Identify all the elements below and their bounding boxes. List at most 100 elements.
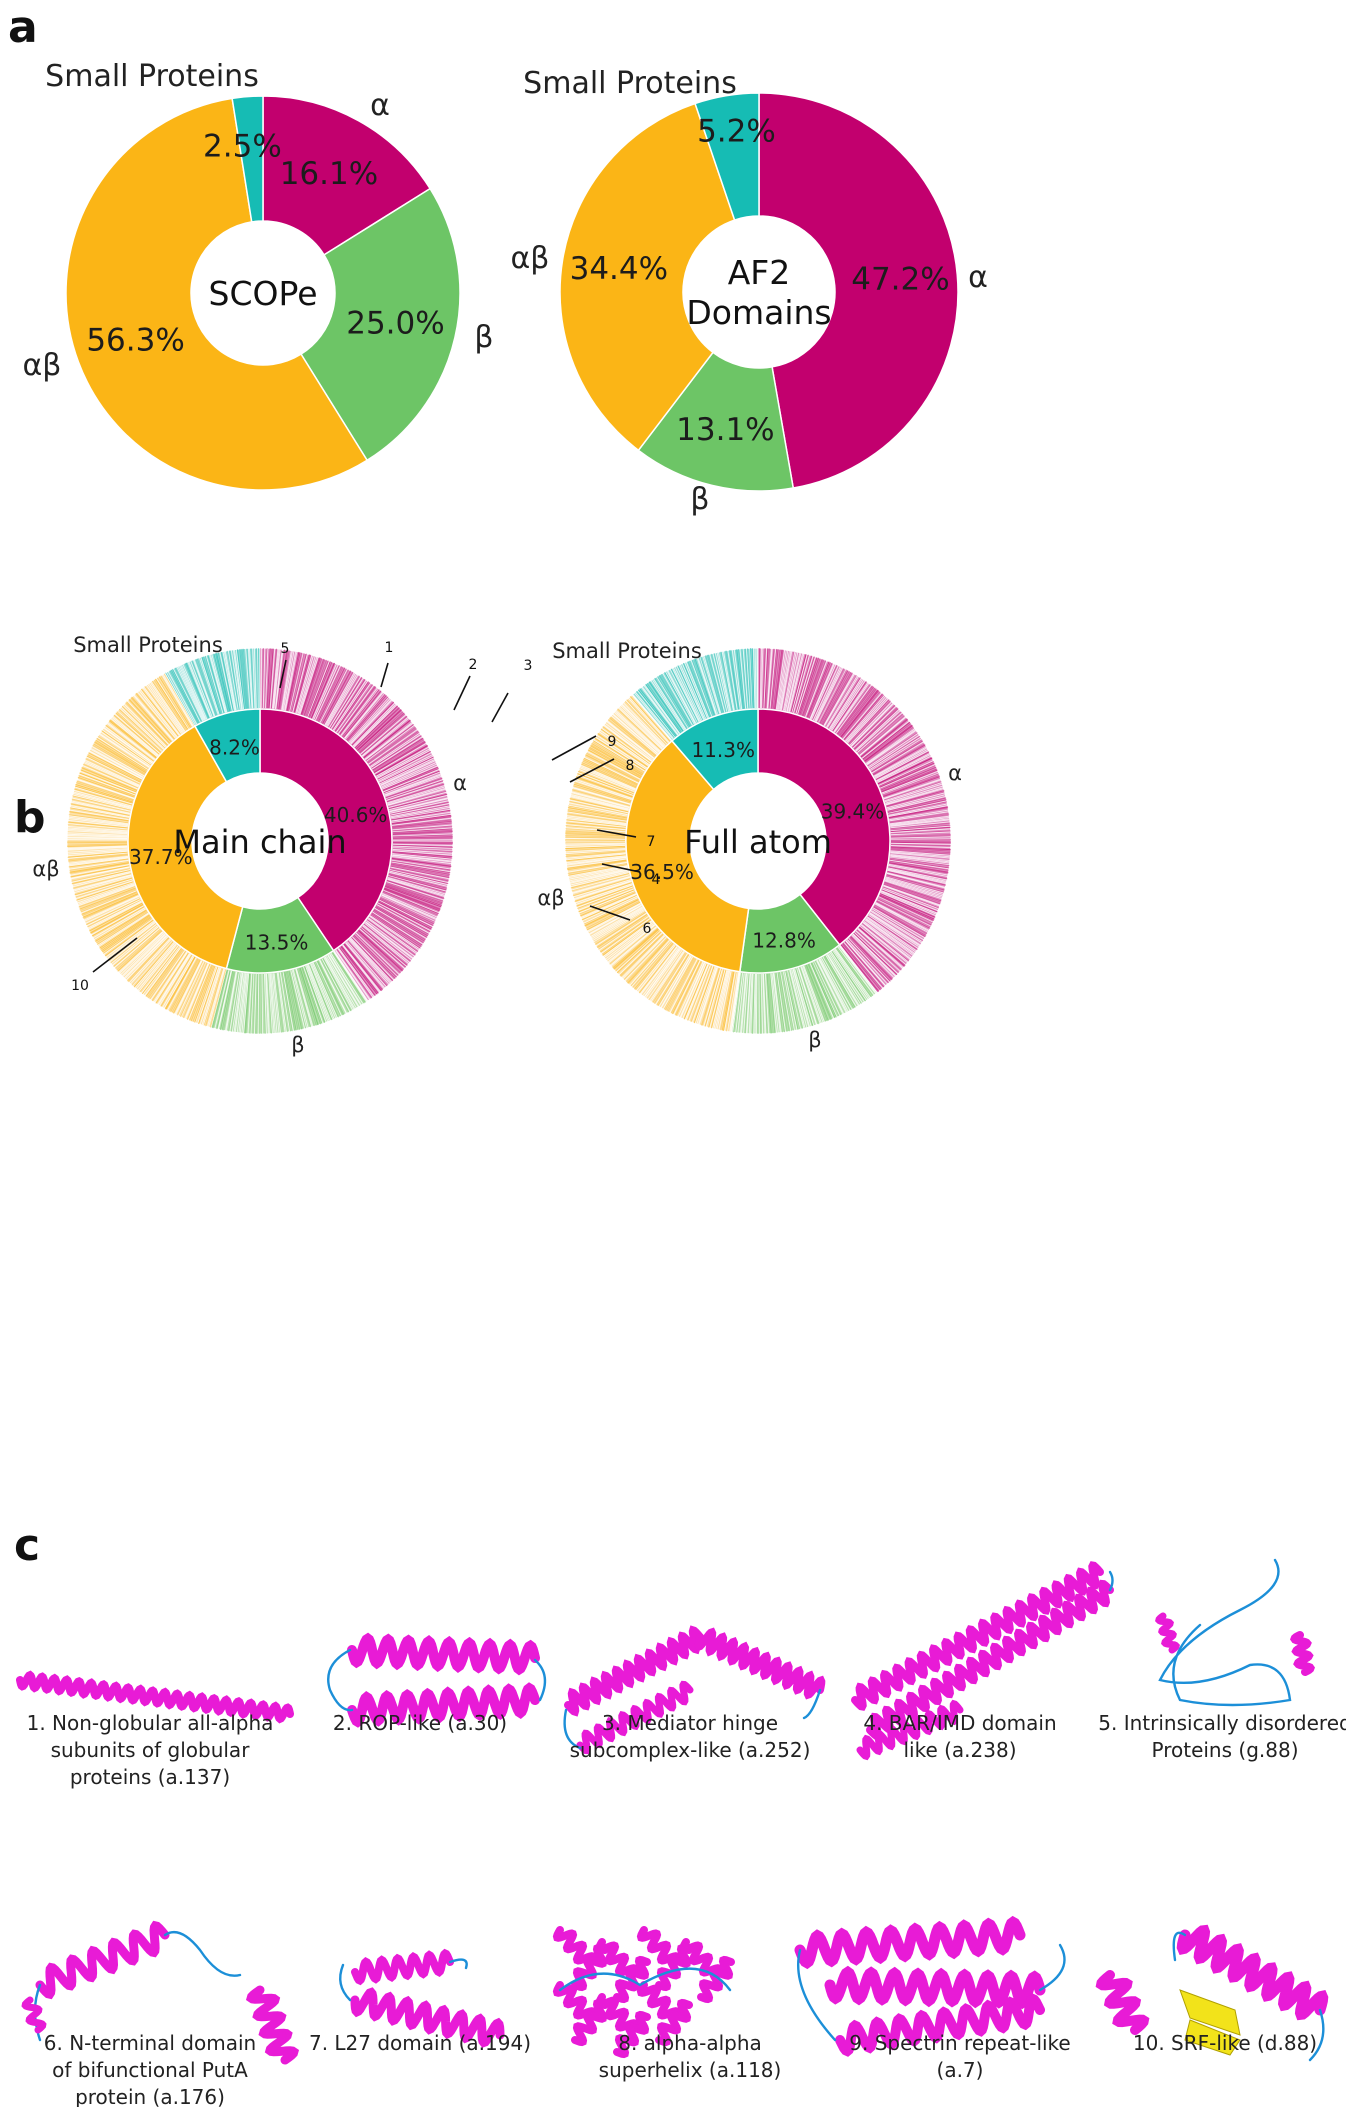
- structure-10-image: [1095, 1924, 1329, 2062]
- scope-slice-beta: [300, 187, 461, 462]
- mainchain-ring-ab: [66, 672, 227, 1029]
- callout-line-7: [596, 829, 637, 838]
- structure-2-caption-0: 2. ROP-like (a.30): [333, 1711, 507, 1735]
- fullatom-pct-ab: 36.5%: [630, 860, 694, 884]
- structure-10: 10. SRF-like (d.88): [1095, 1924, 1329, 2062]
- mainchain-ring-beta: [210, 949, 369, 1035]
- mainchain-ring-alpha: [259, 647, 454, 1002]
- fullatom-pct-alpha: 39.4%: [821, 799, 885, 823]
- callout-line-2: [453, 675, 471, 711]
- structure-4-caption-0: 4. BAR/IMD domain: [863, 1711, 1056, 1735]
- structure-1: 1. Non-globular all-alpha subunits of glo…: [16, 1670, 294, 1789]
- callout-line-1: [380, 662, 389, 688]
- callout-label-5: 5: [281, 641, 290, 657]
- panel-letter-a: a: [8, 2, 38, 53]
- callout-label-6: 6: [643, 921, 652, 937]
- structure-1-image: [16, 1670, 294, 1724]
- callout-line-10: [92, 937, 138, 973]
- mainchain-pct-alpha: 40.6%: [324, 803, 388, 827]
- mainchain-callouts: 1 2 3 98 7 4 6 5 10: [71, 640, 660, 994]
- structure-6: 6. N-terminal domain of bifunctional PutA…: [21, 1920, 300, 2107]
- callout-line-9: [551, 735, 597, 761]
- af2-slice-beta: [637, 351, 795, 492]
- structure-8-caption-0: 8. alpha-alpha: [618, 2031, 762, 2055]
- structure-7-caption-0: 7. L27 domain (a.194): [309, 2031, 531, 2055]
- structure-9: 9. Spectrin repeat-like (a.7): [794, 1915, 1071, 2082]
- fullatom-ring-ab: [564, 693, 741, 1033]
- callout-label-2: 2: [469, 657, 478, 673]
- structure-6-image: [21, 1920, 300, 2065]
- fullatom-ring-alpha: [757, 647, 952, 994]
- fullatom-center-label-0: Full atom: [684, 823, 832, 861]
- scope-slice-ab: [65, 97, 369, 491]
- fullatom-label-ab: αβ: [537, 886, 564, 910]
- callout-label-8: 8: [626, 758, 635, 774]
- fullatom-ring-beta: [730, 944, 878, 1035]
- callout-label-9: 9: [608, 734, 617, 750]
- fullatom-label-beta: β: [808, 1028, 821, 1052]
- structure-5-caption-0: 5. Intrinsically disordered: [1098, 1711, 1346, 1735]
- callout-line-4: [601, 863, 641, 873]
- mainchain-label-alpha: α: [453, 771, 467, 795]
- scope-pct-small: 2.5%: [203, 128, 282, 164]
- af2-slice-ab: [559, 102, 736, 452]
- callout-label-7: 7: [647, 834, 656, 850]
- mainchain-slice-small: [193, 708, 261, 783]
- panel-letter-c: c: [14, 1520, 40, 1571]
- fullatom-label-small: Small Proteins: [552, 639, 702, 663]
- structure-8-image: [552, 1926, 735, 2059]
- af2-pct-alpha: 47.2%: [851, 262, 949, 298]
- fullatom-ring-small: [631, 647, 759, 742]
- structure-5: 5. Intrinsically disordered Proteins (g.8…: [1098, 1558, 1346, 1762]
- callout-line-5: [279, 659, 287, 689]
- structure-2: 2. ROP-like (a.30): [327, 1632, 547, 1735]
- mainchain-pct-ab: 37.7%: [129, 845, 193, 869]
- fullatom-pct-small: 11.3%: [691, 738, 755, 762]
- structure-10-caption-0: 10. SRF-like (d.88): [1133, 2031, 1317, 2055]
- scope-pct-ab: 56.3%: [86, 323, 184, 359]
- panel-letter-b: b: [14, 792, 46, 843]
- scope-slice-small: [231, 95, 264, 223]
- structure-4-caption-1: like (a.238): [903, 1738, 1016, 1762]
- callout-label-1: 1: [385, 640, 394, 656]
- structure-6-caption-1: of bifunctional PutA: [52, 2058, 248, 2082]
- mainchain-label-ab: αβ: [32, 857, 59, 881]
- fullatom-slice-small: [670, 708, 759, 791]
- af2-slice-alpha: [758, 92, 959, 489]
- structure-9-image: [794, 1915, 1066, 2057]
- structure-4-image: [851, 1561, 1114, 1761]
- af2-label-alpha: α: [968, 260, 988, 295]
- callout-line-6: [589, 905, 631, 921]
- mainchain-label-beta: β: [291, 1033, 304, 1057]
- structure-6-caption-0: 6. N-terminal domain: [44, 2031, 256, 2055]
- scope-center-label-0: SCOPe: [209, 274, 318, 313]
- structure-5-caption-1: Proteins (g.88): [1152, 1738, 1299, 1762]
- callout-line-3: [491, 692, 509, 723]
- callout-line-8: [569, 758, 615, 783]
- structure-4: 4. BAR/IMD domain like (a.238): [851, 1561, 1114, 1762]
- af2-slice-small: [694, 92, 760, 221]
- mainchain-ring-small: [164, 647, 261, 727]
- structure-7-image: [339, 1948, 505, 2048]
- af2-center-label-0: AF2: [728, 253, 791, 292]
- scope-label-ab: αβ: [23, 348, 62, 383]
- scope-label-alpha: α: [370, 88, 390, 123]
- callout-label-10: 10: [71, 978, 89, 994]
- structure-3-caption-1: subcomplex-like (a.252): [570, 1738, 811, 1762]
- callout-label-4: 4: [652, 872, 661, 888]
- scope-pct-beta: 25.0%: [346, 306, 444, 342]
- mainchain-slice-ab: [127, 725, 244, 970]
- structure-3-image: [563, 1625, 826, 1755]
- mainchain-slice-alpha: [259, 708, 393, 952]
- structure-1-caption-2: proteins (a.137): [70, 1765, 230, 1789]
- structure-3: 3. Mediator hinge subcomplex-like (a.252): [563, 1625, 826, 1762]
- structure-7: 7. L27 domain (a.194): [309, 1948, 531, 2055]
- scope-label-beta: β: [474, 320, 493, 355]
- scope-label-small: Small Proteins: [45, 59, 259, 94]
